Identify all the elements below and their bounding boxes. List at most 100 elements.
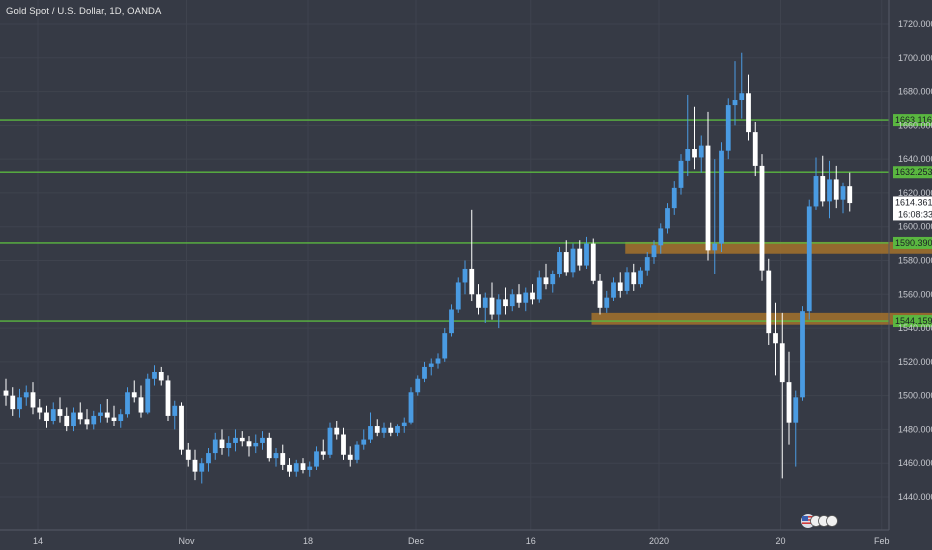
- candle-body: [489, 297, 495, 315]
- y-tick-label: 1520.000: [898, 357, 932, 367]
- candle-body: [206, 453, 211, 464]
- candle-body: [64, 415, 70, 427]
- candle-body: [98, 412, 103, 416]
- candle-body: [455, 282, 461, 310]
- x-tick-label: 14: [33, 536, 43, 546]
- candle-body: [125, 392, 130, 415]
- candle-body: [111, 417, 117, 421]
- candle-body: [219, 439, 225, 449]
- support-resistance-zones: [591, 241, 932, 325]
- candle-body: [104, 412, 110, 418]
- candle-body: [37, 407, 43, 413]
- candle-body: [476, 294, 481, 308]
- candle-body: [766, 270, 772, 334]
- candle-body: [395, 426, 400, 433]
- x-tick-label: 18: [303, 536, 313, 546]
- level-tag: [893, 315, 932, 328]
- candle-body: [712, 243, 718, 251]
- y-tick-label: 1660.000: [898, 120, 932, 130]
- y-tick-label: 1460.000: [898, 458, 932, 468]
- candle-body: [266, 437, 272, 459]
- candle-body: [631, 272, 637, 285]
- candle-body: [577, 248, 583, 266]
- level-label: 1544.159: [895, 316, 932, 326]
- x-tick-label: 16: [526, 536, 536, 546]
- candle-body: [449, 309, 454, 334]
- y-tick-label: 1560.000: [898, 289, 932, 299]
- candle-body: [739, 93, 745, 101]
- candle-body: [719, 150, 724, 244]
- candle-body: [212, 439, 218, 454]
- candle-body: [509, 294, 515, 307]
- candle-body: [280, 453, 286, 465]
- candle-body: [293, 463, 299, 472]
- candle-body: [752, 132, 758, 166]
- candle-body: [847, 186, 853, 204]
- price-axis[interactable]: 1440.000 1460.000 1480.000 1500.000 1520.000…: [898, 19, 932, 502]
- candle-body: [442, 333, 448, 359]
- candle-body: [374, 426, 380, 433]
- candle-body: [779, 343, 785, 383]
- candle-body: [813, 176, 819, 207]
- candle-body: [428, 363, 434, 367]
- candle-body: [665, 208, 670, 229]
- chart-grid: [0, 0, 932, 530]
- candle-body: [786, 382, 792, 423]
- candle-body: [570, 248, 576, 273]
- candle-body: [584, 243, 589, 266]
- candle-body: [617, 282, 623, 291]
- candle-body: [415, 378, 421, 393]
- candle-body: [840, 186, 846, 200]
- candle-body: [530, 292, 535, 300]
- candle-body: [287, 464, 292, 472]
- horizontal-levels: 1663.116 1632.253 1590.390 1544.159: [0, 114, 932, 328]
- candle-body: [314, 451, 319, 467]
- time-axis[interactable]: 14Nov18Dec16202020Feb17Mar16Apr13: [33, 536, 932, 546]
- candle-body: [17, 397, 22, 410]
- candle-body: [199, 463, 205, 472]
- candle-body: [347, 454, 353, 460]
- candle-body: [833, 179, 839, 200]
- level-label: 1590.390: [895, 238, 932, 248]
- candle-body: [746, 93, 751, 133]
- candle-body: [563, 252, 569, 273]
- candle-body: [307, 466, 313, 470]
- level-label: 1663.116: [895, 115, 932, 125]
- candle-body: [361, 439, 367, 445]
- candle-body: [516, 294, 522, 303]
- candle-body: [597, 280, 603, 308]
- candle-body: [91, 415, 97, 425]
- candle-body: [536, 277, 542, 300]
- us-flag-events-icon[interactable]: [800, 513, 838, 529]
- candle-body: [239, 437, 245, 442]
- candle-body: [759, 165, 765, 271]
- candle-body: [658, 228, 664, 246]
- candle-body: [820, 176, 826, 202]
- x-tick-label: Nov: [178, 536, 195, 546]
- candle-body: [145, 378, 151, 413]
- candle-body: [705, 145, 711, 251]
- candle-body: [503, 299, 508, 307]
- level-tag: [893, 114, 932, 127]
- zone-box: [625, 241, 932, 254]
- y-tick-label: 1620.000: [898, 188, 932, 198]
- y-tick-label: 1700.000: [898, 53, 932, 63]
- candle-body: [30, 392, 36, 408]
- candlestick-series: [3, 52, 853, 484]
- candle-body: [77, 412, 83, 420]
- zone-box: [591, 312, 932, 325]
- y-tick-label: 1640.000: [898, 154, 932, 164]
- candle-body: [401, 422, 407, 427]
- candle-body: [523, 292, 529, 303]
- candle-body: [550, 274, 556, 285]
- candle-body: [341, 434, 346, 455]
- candle-body: [496, 299, 502, 315]
- candle-body: [300, 463, 306, 470]
- candle-body: [388, 427, 394, 433]
- candle-body: [671, 187, 677, 209]
- candle-body: [793, 397, 799, 423]
- candle-body: [334, 427, 340, 435]
- y-tick-label: 1680.000: [898, 87, 932, 97]
- candle-body: [685, 149, 691, 161]
